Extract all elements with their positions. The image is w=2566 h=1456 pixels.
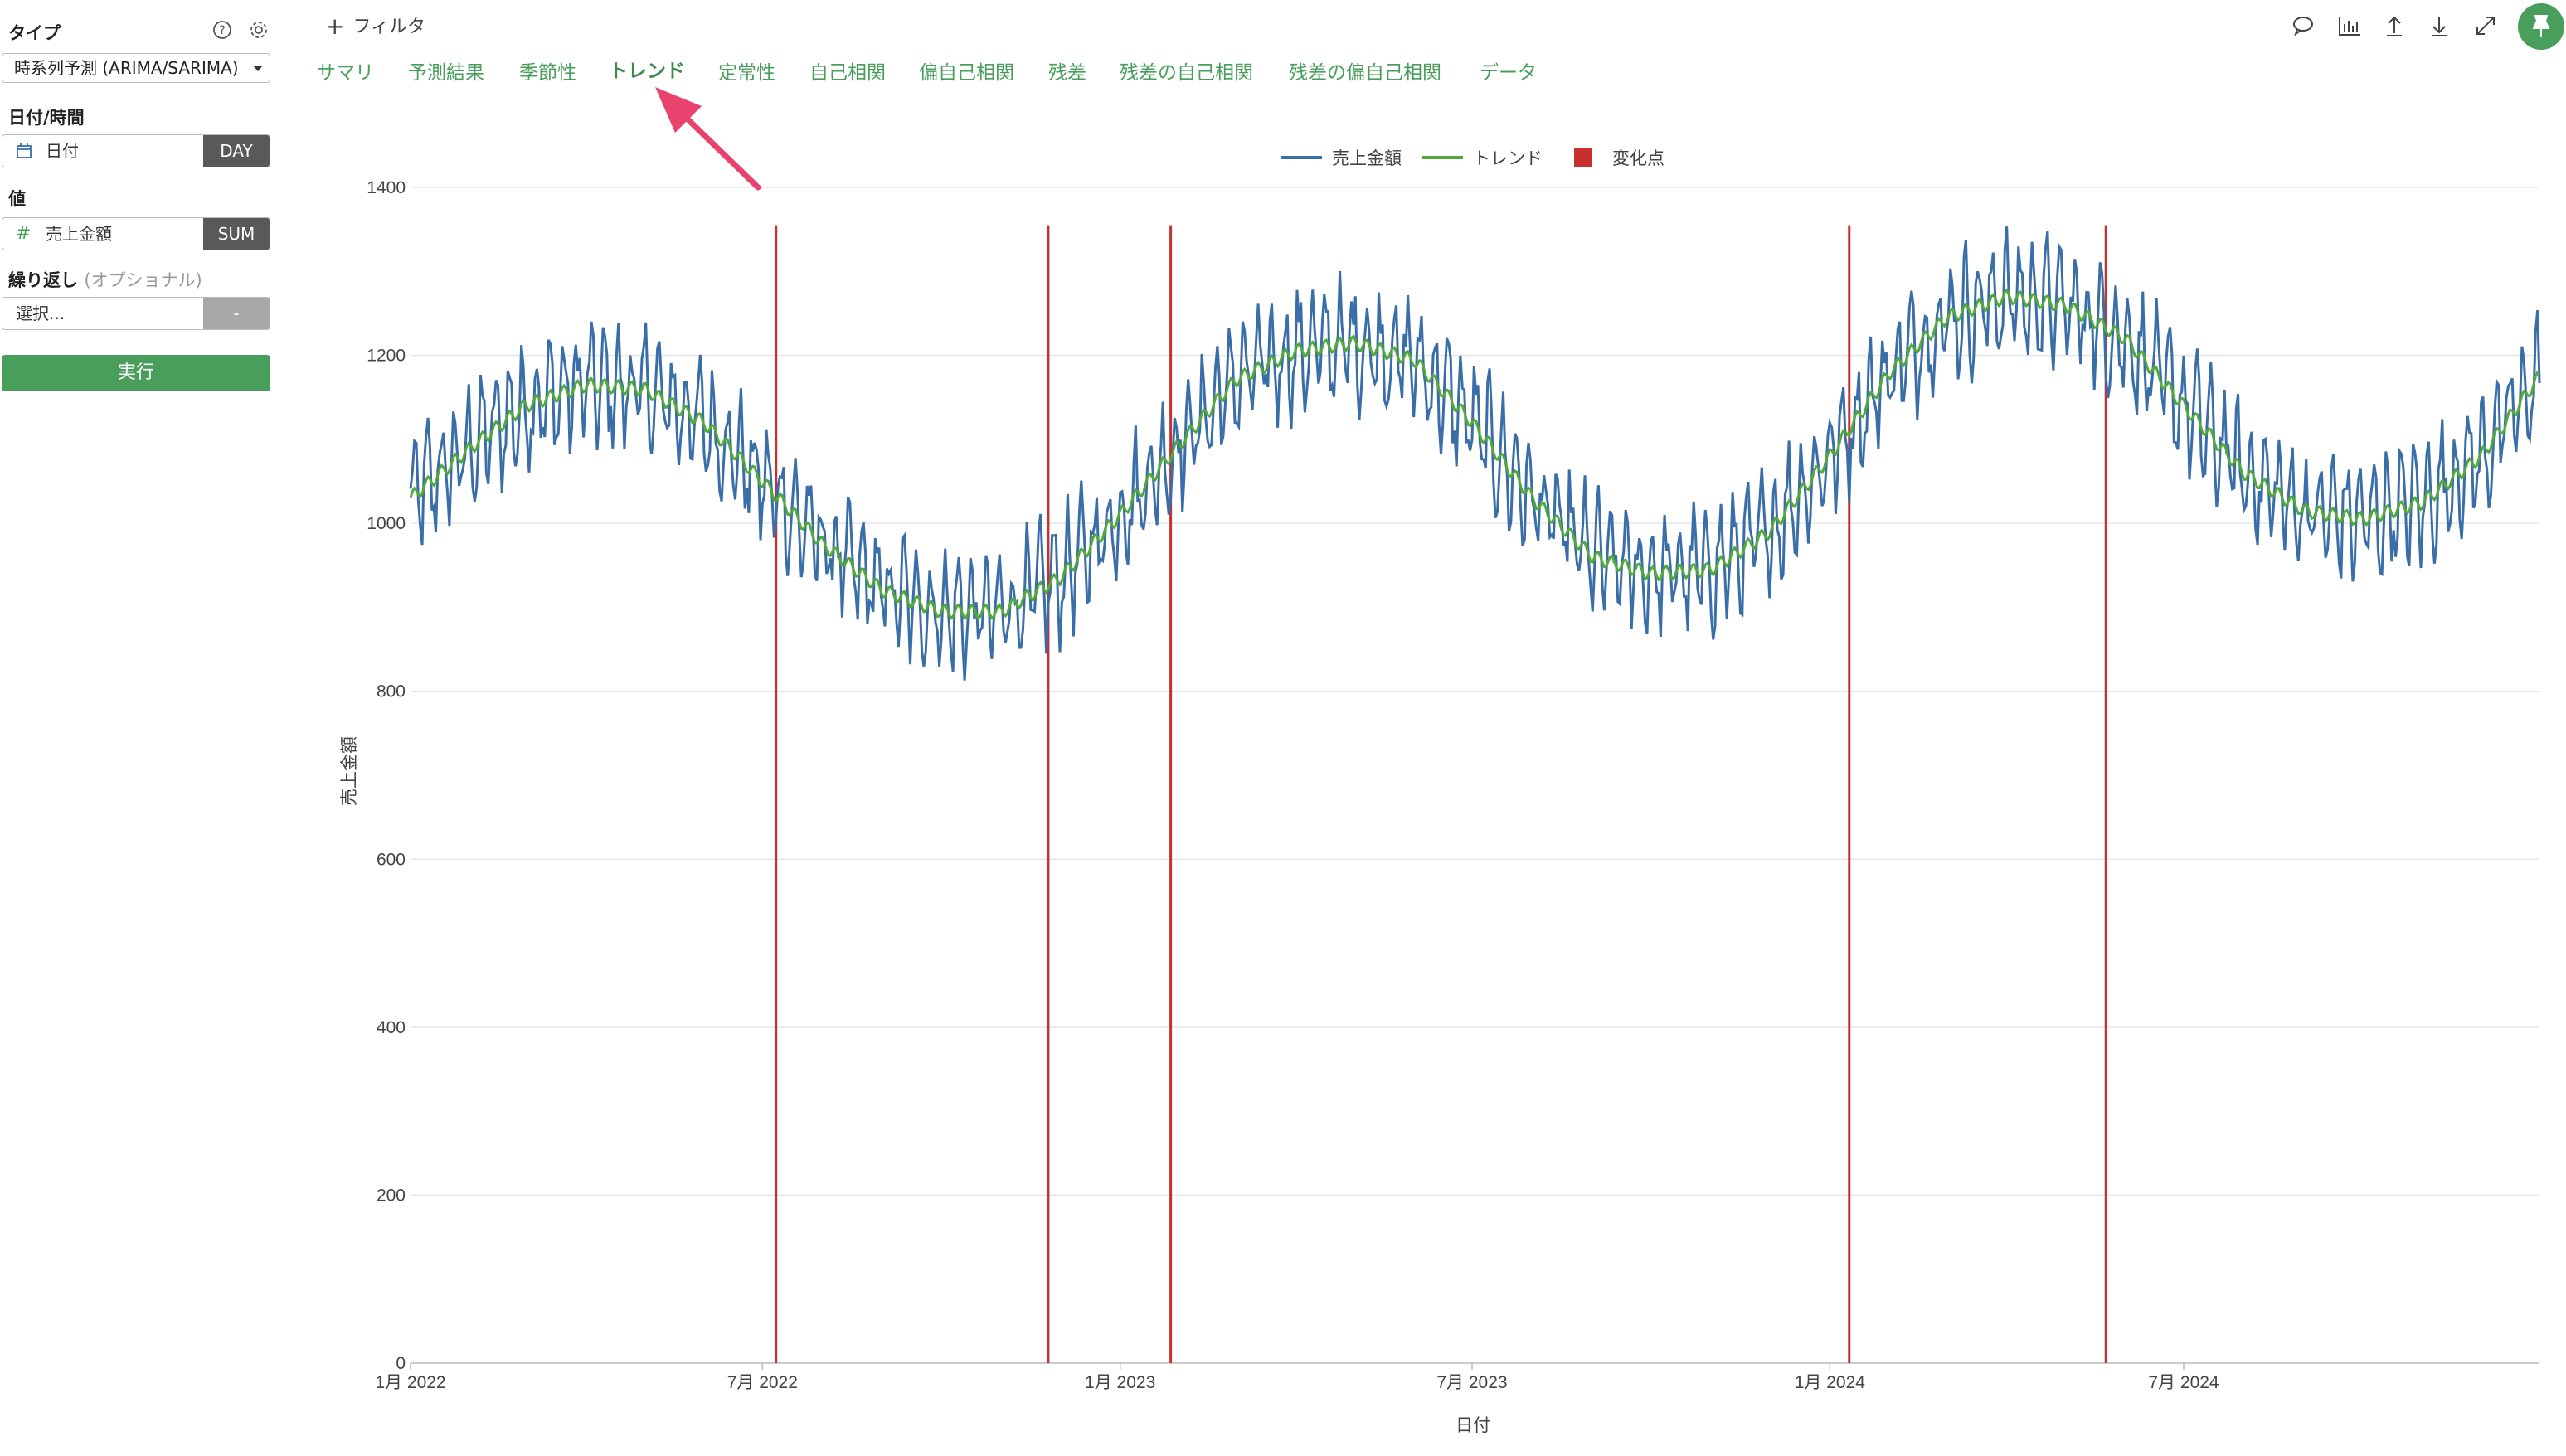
legend-label-sales: 売上金額 — [1332, 148, 1402, 168]
tab-seasonality[interactable]: 季節性 — [519, 62, 576, 84]
repeat-label-text: 繰り返し — [8, 270, 78, 290]
filter-label: フィルタ — [352, 17, 426, 37]
hash-icon: # — [16, 223, 32, 244]
changepoint-layer — [775, 225, 2107, 1363]
y-tick-label: 1400 — [367, 178, 406, 197]
type-select[interactable]: 時系列予測 (ARIMA/SARIMA) — [2, 53, 270, 83]
x-tick-label: 1月 2023 — [1085, 1373, 1155, 1392]
repeat-optional-text: (オプショナル) — [84, 270, 202, 290]
tab-residual-pacf[interactable]: 残差の偏自己相関 — [1289, 62, 1441, 84]
tab-summary[interactable]: サマリ — [317, 62, 374, 84]
plus-icon: + — [325, 12, 345, 40]
series-line-sales — [409, 226, 2541, 681]
y-tick-label: 600 — [377, 850, 406, 869]
date-field-name: 日付 — [46, 141, 79, 161]
tab-forecast[interactable]: 予測結果 — [408, 62, 484, 84]
chart-icon[interactable] — [2335, 12, 2364, 40]
x-tick-label: 1月 2024 — [1795, 1373, 1866, 1392]
svg-text:?: ? — [219, 24, 225, 37]
chevron-down-icon — [253, 66, 263, 71]
legend-label-trend: トレンド — [1473, 148, 1543, 168]
value-label: 値 — [8, 189, 26, 209]
run-button[interactable]: 実行 — [2, 355, 270, 391]
date-label: 日付/時間 — [8, 108, 85, 128]
sidebar: タイプ ? 時系列予測 (ARIMA/SARIMA) 日付/時間 日付 DAY … — [0, 0, 282, 1456]
grid-layer — [411, 187, 2539, 1364]
filter-button[interactable]: + フィルタ — [325, 12, 425, 40]
value-field-name: 売上金額 — [46, 224, 112, 244]
y-tick-label: 1000 — [367, 514, 406, 533]
x-axis-title: 日付 — [1456, 1416, 1490, 1435]
x-tick-label: 7月 2024 — [2148, 1373, 2219, 1392]
repeat-placeholder: 選択... — [16, 303, 66, 323]
help-icon[interactable]: ? — [212, 20, 232, 40]
gear-icon[interactable] — [249, 20, 269, 40]
download-icon[interactable] — [2425, 12, 2453, 40]
pin-button[interactable] — [2518, 3, 2564, 50]
y-tick-label: 1200 — [367, 347, 406, 366]
legend-swatch-changepoint — [1574, 148, 1592, 167]
tab-residual-acf[interactable]: 残差の自己相関 — [1120, 62, 1253, 84]
type-select-value: 時系列予測 (ARIMA/SARIMA) — [14, 58, 239, 78]
tab-pacf[interactable]: 偏自己相関 — [919, 62, 1014, 84]
pin-icon — [2532, 15, 2550, 37]
x-tick-label: 1月 2022 — [375, 1373, 445, 1392]
y-tick-label: 800 — [377, 682, 406, 701]
y-tick-label: 0 — [396, 1354, 406, 1373]
series-layer — [409, 226, 2541, 681]
repeat-field[interactable]: 選択... - — [2, 297, 270, 330]
tab-acf[interactable]: 自己相関 — [809, 62, 886, 84]
comment-icon[interactable] — [2289, 12, 2317, 40]
axis-layer: 0 200 400 600 800 1000 1200 1400 1月 2022 7月 2022 1… — [367, 178, 2219, 1392]
legend[interactable]: 売上金額 トレンド 変化点 — [1281, 148, 1664, 168]
tab-residual[interactable]: 残差 — [1048, 62, 1086, 84]
aggregation-button[interactable]: SUM — [203, 218, 270, 250]
calendar-icon — [17, 143, 32, 158]
tab-stationarity[interactable]: 定常性 — [718, 62, 775, 84]
tab-data[interactable]: データ — [1480, 62, 1537, 84]
expand-icon[interactable] — [2471, 12, 2500, 40]
y-tick-label: 400 — [377, 1018, 406, 1037]
x-tick-label: 7月 2023 — [1436, 1373, 1507, 1392]
legend-label-changepoint: 変化点 — [1612, 148, 1664, 168]
y-tick-label: 200 — [377, 1186, 406, 1205]
date-field[interactable]: 日付 DAY — [2, 134, 270, 167]
tab-trend[interactable]: トレンド — [609, 61, 685, 82]
type-label: タイプ — [8, 23, 61, 43]
repeat-clear-button[interactable]: - — [203, 298, 270, 329]
value-field[interactable]: # 売上金額 SUM — [2, 217, 270, 250]
upload-icon[interactable] — [2380, 12, 2408, 40]
series-line-trend — [409, 288, 2540, 620]
x-tick-label: 7月 2022 — [727, 1373, 798, 1392]
y-axis-title: 売上金額 — [340, 736, 359, 806]
date-unit-button[interactable]: DAY — [203, 135, 270, 167]
repeat-label: 繰り返し (オプショナル) — [8, 267, 202, 292]
